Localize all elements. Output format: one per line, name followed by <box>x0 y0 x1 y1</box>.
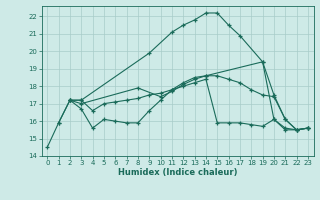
X-axis label: Humidex (Indice chaleur): Humidex (Indice chaleur) <box>118 168 237 177</box>
